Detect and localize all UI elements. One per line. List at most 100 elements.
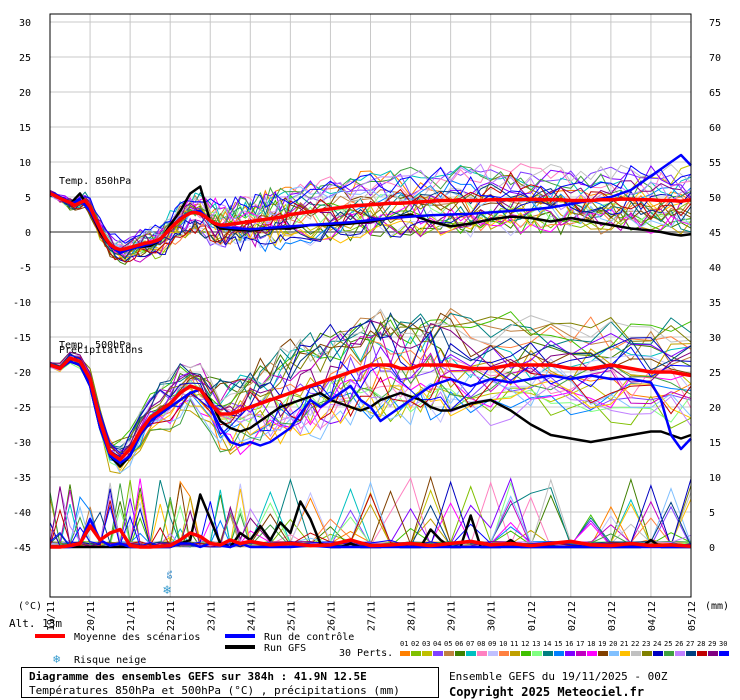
left-unit: (°C) [18,601,42,612]
run-info: Ensemble GEFS du 19/11/2025 - 00Z [449,670,668,683]
x-tick-label: 29/11 [447,601,458,631]
pert-number: 07 [466,640,474,648]
pert-swatch [686,651,696,656]
pert-number: 19 [598,640,606,648]
pert-number: 24 [653,640,661,648]
pert-swatch [554,651,564,656]
right-tick-label: 10 [709,473,721,484]
pert-swatch [400,651,410,656]
legend-control-label: Run de contrôle [264,631,354,643]
left-tick-label: 30 [19,18,31,29]
pert-swatch [609,651,619,656]
pert-swatch [510,651,520,656]
left-tick-label: -45 [13,543,31,554]
pert-line-t500 [49,316,692,445]
pert-number: 01 [400,640,408,648]
pert-swatch [653,651,663,656]
pert-swatch [697,651,707,656]
legend-perts-label: 30 Perts. [339,648,393,659]
pert-number: 18 [587,640,595,648]
pert-line-t500 [49,311,692,450]
legend-snowflake-icon: ❄ [53,652,60,666]
pert-swatch [532,651,542,656]
legend-mean-label: Moyenne des scénarios [74,631,200,643]
x-axis-labels: 19/11 20/11 21/11 22/11 23/11 24/11 25/11 26/11… [46,601,698,631]
snow-percent: 6% [166,570,174,579]
pert-number: 03 [422,640,430,648]
label-t500: Temp. 500hPa [59,340,131,351]
x-tick-label: 04/12 [647,601,658,631]
pert-swatch [433,651,443,656]
x-tick-label: 24/11 [246,601,257,631]
right-tick-label: 0 [709,543,715,554]
pert-number: 16 [565,640,573,648]
right-tick-label: 60 [709,123,721,134]
right-tick-label: 35 [709,298,721,309]
copyright: Copyright 2025 Meteociel.fr [449,685,645,699]
pert-number: 27 [686,640,694,648]
pert-line-t850 [49,165,692,244]
pert-number: 28 [697,640,705,648]
legend-gfs-label: Run GFS [264,643,306,654]
pert-number: 05 [444,640,452,648]
pert-line-t500 [49,356,692,472]
pert-line-t500 [49,308,692,454]
pert-swatch [477,651,487,656]
pert-swatch [708,651,718,656]
left-tick-label: -30 [13,438,31,449]
chart-subtitle: Températures 850hPa et 500hPa (°C) , pré… [29,684,400,697]
right-tick-label: 30 [709,333,721,344]
right-tick-label: 75 [709,18,721,29]
pert-line-t850 [49,183,692,260]
left-tick-label: -25 [13,403,31,414]
pert-swatch [488,651,498,656]
pert-number: 04 [433,640,441,648]
pert-swatch [422,651,432,656]
pert-swatch [631,651,641,656]
pert-number: 20 [609,640,617,648]
pert-swatch [576,651,586,656]
left-tick-label: 0 [25,228,31,239]
right-tick-label: 5 [709,508,715,519]
pert-line-t850 [49,171,692,263]
x-tick-label: 02/12 [567,601,578,631]
pert-number: 13 [532,640,540,648]
x-tick-label: 22/11 [166,601,177,631]
pert-swatch [455,651,465,656]
pert-swatch [675,651,685,656]
main-series-lines [49,153,692,549]
x-tick-label: 25/11 [286,601,297,631]
left-tick-label: -5 [19,263,31,274]
precip-mean-line [50,524,692,549]
pert-swatch [620,651,630,656]
chart-title: Diagramme des ensembles GEFS sur 384h : … [29,670,367,683]
pert-swatch [664,651,674,656]
altitude-label: Alt. 13m [9,617,62,630]
pert-number: 21 [620,640,628,648]
right-tick-label: 70 [709,53,721,64]
right-tick-label: 45 [709,228,721,239]
pert-swatch [444,651,454,656]
pert-number: 26 [675,640,683,648]
x-tick-label: 01/12 [527,601,538,631]
pert-line-t500 [49,320,692,458]
pert-number: 30 [719,640,727,648]
pert-line-t850 [49,180,692,250]
x-tick-label: 28/11 [407,601,418,631]
label-t850: Temp. 850hPa [59,176,131,187]
right-unit: (mm) [705,601,729,612]
left-axis-ticks: 30 25 20 15 10 5 0 -5 -10 -15 -20 -25 -30 -35 -40 -45 [13,18,31,554]
pert-swatch [719,651,729,656]
pert-number: 09 [488,640,496,648]
right-tick-label: 55 [709,158,721,169]
precip-control-line [50,517,691,549]
x-tick-label: 19/11 [46,601,57,631]
pert-line-t500 [49,358,692,474]
left-tick-label: -20 [13,368,31,379]
left-tick-label: -10 [13,298,31,309]
pert-number: 12 [521,640,529,648]
x-tick-label: 21/11 [126,601,137,631]
x-tick-label: 27/11 [367,601,378,631]
